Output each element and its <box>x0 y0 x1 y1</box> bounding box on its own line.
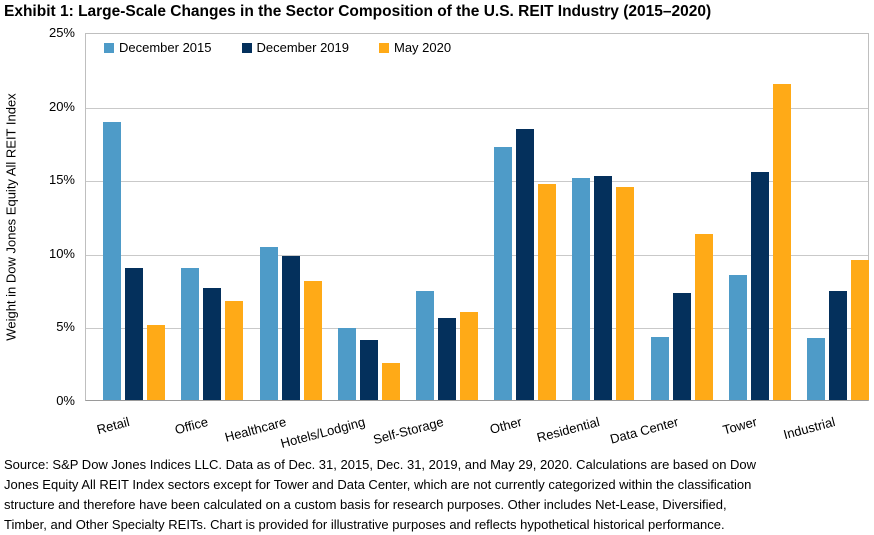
source-line: Jones Equity All REIT Index sectors exce… <box>4 477 752 492</box>
bar-group <box>799 34 874 400</box>
x-axis-labels: Retail Office Healthcare Hotels/Lodging Self… <box>85 402 869 454</box>
legend-swatch <box>104 42 114 53</box>
bar-group <box>721 34 799 400</box>
bar <box>181 268 200 400</box>
legend-label: December 2015 <box>119 40 212 55</box>
legend-swatch <box>241 42 252 53</box>
bar <box>694 234 713 400</box>
plot-area: December 2015 December 2019 May 2020 <box>85 33 869 401</box>
x-tick-label: Office <box>173 414 210 438</box>
bar <box>806 338 825 400</box>
x-tick-label: Data Center <box>608 414 680 447</box>
bar <box>303 281 322 400</box>
bar <box>672 293 691 400</box>
bar <box>772 84 791 400</box>
gridline <box>86 181 868 183</box>
x-tick-label: Retail <box>95 414 132 438</box>
bar <box>281 256 300 400</box>
bar <box>203 288 222 400</box>
bar <box>225 301 244 400</box>
y-tick-label: 15% <box>48 172 75 188</box>
legend-label: December 2019 <box>256 40 350 55</box>
y-tick-label: 20% <box>48 98 75 114</box>
bar-group <box>408 34 486 400</box>
bar <box>259 247 278 400</box>
legend-item: May 2020 <box>379 40 451 55</box>
bar-group <box>330 34 408 400</box>
legend-swatch <box>379 42 389 53</box>
bar-group <box>173 34 251 400</box>
y-tick-label: 25% <box>48 25 75 40</box>
bar <box>616 187 635 400</box>
bar <box>337 328 356 400</box>
legend-item: December 2019 <box>241 40 350 55</box>
source-line: Source: S&P Dow Jones Indices LLC. Data … <box>4 457 757 472</box>
bar <box>147 325 166 400</box>
bar-group <box>95 34 173 400</box>
bar <box>415 291 434 400</box>
chart-title: Exhibit 1: Large-Scale Changes in the Se… <box>4 3 712 20</box>
bar <box>359 340 378 400</box>
y-tick-label: 5% <box>56 319 75 335</box>
bar-groups <box>86 34 869 400</box>
y-axis-ticks: 0% 5% 10% 15% 20% 25% <box>0 25 77 408</box>
bar-group <box>486 34 564 400</box>
legend: December 2015 December 2019 May 2020 <box>104 40 451 55</box>
gridline <box>86 107 868 109</box>
bar <box>572 178 591 400</box>
y-tick-label: 0% <box>56 393 75 408</box>
bar-group <box>642 34 720 400</box>
source-note: Source: S&P Dow Jones Indices LLC. Data … <box>4 455 870 535</box>
legend-item: December 2015 <box>104 40 212 55</box>
bar <box>516 129 535 400</box>
bar <box>381 363 400 400</box>
bar <box>850 260 869 400</box>
x-tick-label: Tower <box>720 414 759 438</box>
y-tick-label: 10% <box>48 245 75 261</box>
x-tick-label: Other <box>487 414 524 437</box>
x-tick-label: Healthcare <box>223 414 288 445</box>
x-tick-label: Self-Storage <box>371 414 445 448</box>
x-tick-label: Hotels/Lodging <box>278 414 367 451</box>
x-tick-label: Industrial <box>781 414 837 443</box>
bar <box>750 172 769 400</box>
bar <box>828 291 847 400</box>
bar <box>728 275 747 400</box>
bar <box>650 337 669 400</box>
x-tick-label: Residential <box>535 414 602 446</box>
bar <box>125 268 144 400</box>
bar <box>437 318 456 400</box>
bar <box>494 147 513 400</box>
bar <box>103 122 122 400</box>
bar <box>459 312 478 400</box>
legend-label: May 2020 <box>394 40 452 55</box>
source-line: structure and therefore have been calcul… <box>4 497 727 512</box>
bar <box>594 176 613 400</box>
bar-group <box>251 34 329 400</box>
bar-group <box>564 34 642 400</box>
source-line: Timber, and Other Specialty REITs. Chart… <box>4 517 725 532</box>
gridline <box>86 254 868 256</box>
bar <box>538 184 557 400</box>
